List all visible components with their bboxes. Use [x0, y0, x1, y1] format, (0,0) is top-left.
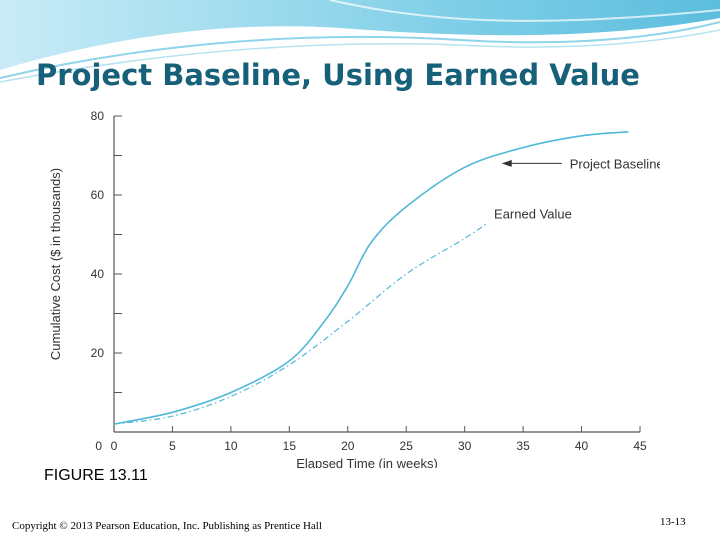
- x-tick-label: 40: [575, 439, 589, 453]
- cumulative-cost-chart: 0 5 10 15 20 25 30 35 40 45 0 20 40 60 80 Project Base…: [48, 109, 660, 468]
- project-baseline-arrowhead: [501, 159, 512, 167]
- x-tick-label: 30: [458, 439, 472, 453]
- project-baseline-line: [113, 131, 629, 425]
- x-tick-label: 45: [633, 439, 647, 453]
- slide-title: Project Baseline, Using Earned Value: [36, 58, 640, 92]
- figure-caption: FIGURE 13.11: [44, 467, 148, 484]
- chart-ticks: 0 5 10 15 20 25 30 35 40 45 0 20 40 60 80: [91, 109, 647, 453]
- x-tick-label: 20: [341, 439, 355, 453]
- earned-value-label: Earned Value: [494, 207, 572, 222]
- page-number: 13-13: [660, 516, 686, 528]
- x-tick-label: 10: [224, 439, 238, 453]
- project-baseline-label: Project Baseline: [570, 156, 660, 171]
- x-tick-label: 25: [400, 439, 414, 453]
- y-tick-label-zero: 0: [95, 439, 102, 453]
- y-axis-label: Cumulative Cost ($ in thousands): [48, 168, 63, 360]
- x-tick-label: 35: [516, 439, 530, 453]
- y-tick-label: 80: [91, 109, 105, 123]
- y-tick-label: 60: [91, 188, 105, 202]
- x-tick-label: 15: [283, 439, 297, 453]
- copyright-notice: Copyright © 2013 Pearson Education, Inc.…: [12, 520, 322, 532]
- x-tick-label: 5: [169, 439, 176, 453]
- y-tick-label: 20: [91, 346, 105, 360]
- chart-annotations: Project Baseline Earned Value: [494, 156, 660, 221]
- x-axis-label: Elapsed Time (in weeks): [296, 456, 438, 468]
- y-tick-label: 40: [91, 267, 105, 281]
- chart-series: [113, 131, 629, 425]
- x-tick-label: 0: [111, 439, 118, 453]
- earned-value-line: [113, 222, 489, 425]
- chart-panel: 0 5 10 15 20 25 30 35 40 45 0 20 40 60 80 Project Base…: [44, 104, 660, 468]
- header-wave-decoration: [0, 0, 720, 83]
